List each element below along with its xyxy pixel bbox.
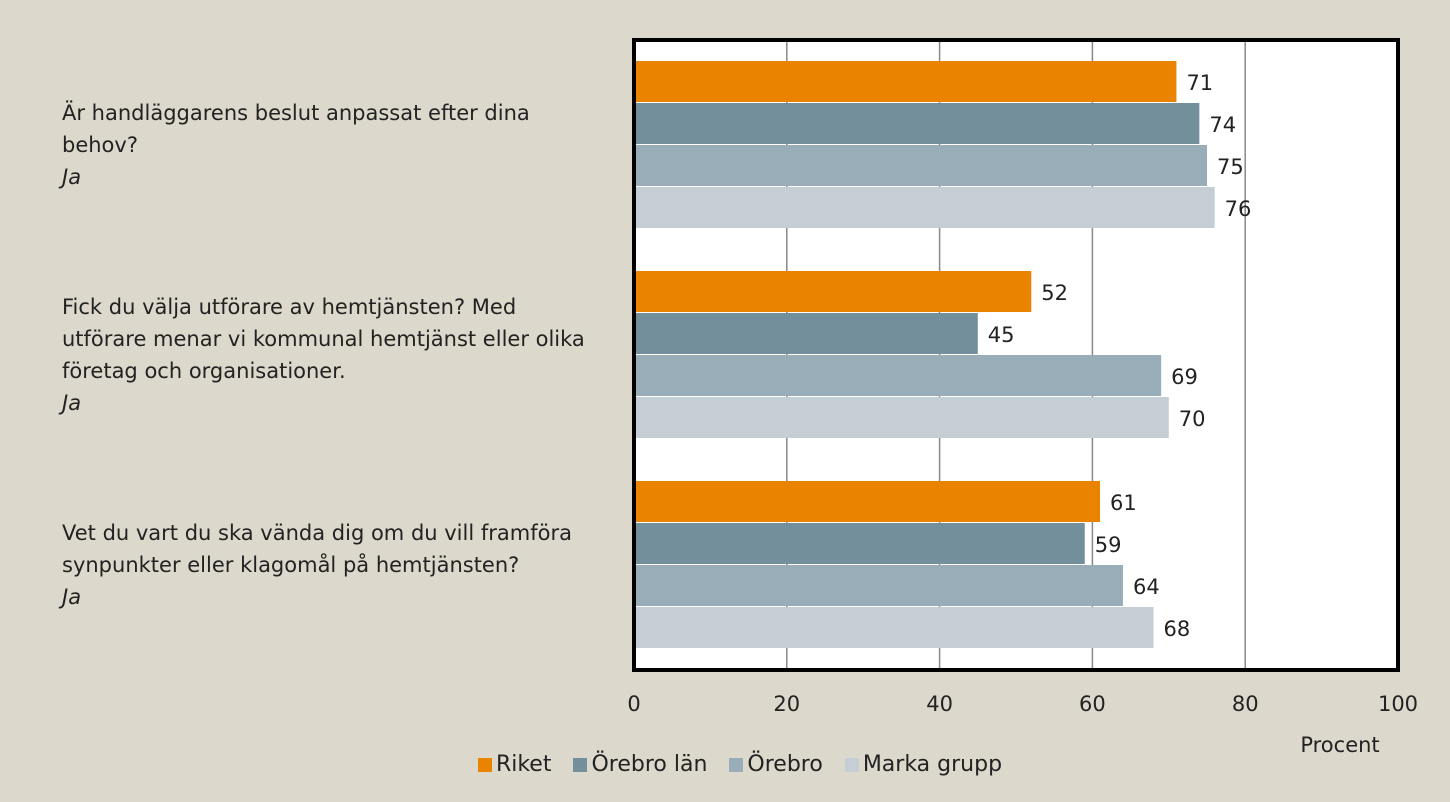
value-label: 59 <box>1095 533 1122 557</box>
bar <box>634 271 1032 312</box>
x-tick-label: 40 <box>926 692 953 716</box>
legend-label: Örebro län <box>591 752 708 777</box>
legend-swatch <box>729 757 744 772</box>
bar <box>634 187 1215 228</box>
category-note: Ja <box>62 585 82 609</box>
category-label: Vet du vart du ska vända dig om du vill … <box>62 460 592 670</box>
legend-label: Marka grupp <box>862 752 1003 777</box>
value-label: 74 <box>1209 113 1236 137</box>
bar <box>634 607 1154 648</box>
value-label: 68 <box>1164 617 1191 641</box>
category-label: Är handläggarens beslut anpassat efter d… <box>62 40 592 250</box>
legend-swatch <box>573 757 588 772</box>
x-axis-label: Procent <box>1300 733 1379 757</box>
legend-item: Marka grupp <box>844 752 1003 777</box>
category-note: Ja <box>62 165 82 189</box>
bar <box>634 481 1101 522</box>
category-text: Vet du vart du ska vända dig om du vill … <box>62 521 572 577</box>
value-label: 45 <box>988 323 1015 347</box>
value-label: 61 <box>1110 491 1137 515</box>
legend-item: Örebro län <box>573 752 707 777</box>
legend: Riket Örebro län Örebro Marka grupp <box>0 752 1450 777</box>
bar <box>634 523 1085 564</box>
bar <box>634 313 978 354</box>
bar <box>634 565 1123 606</box>
bar <box>634 103 1200 144</box>
x-tick-label: 80 <box>1232 692 1259 716</box>
category-label: Fick du välja utförare av hemtjänsten? M… <box>62 250 592 460</box>
value-label: 75 <box>1217 155 1244 179</box>
value-label: 64 <box>1133 575 1160 599</box>
value-label: 71 <box>1186 71 1213 95</box>
category-text: Fick du välja utförare av hemtjänsten? M… <box>62 295 585 383</box>
legend-label: Örebro <box>747 752 823 777</box>
category-note: Ja <box>62 391 82 415</box>
x-tick-label: 20 <box>773 692 800 716</box>
value-label: 69 <box>1171 365 1198 389</box>
x-tick-label: 100 <box>1378 692 1418 716</box>
legend-swatch <box>477 757 492 772</box>
plot-border <box>632 38 1400 672</box>
x-tick-label: 60 <box>1079 692 1106 716</box>
value-label: 52 <box>1041 281 1068 305</box>
legend-item: Örebro <box>729 752 823 777</box>
bar <box>634 355 1162 396</box>
legend-swatch <box>844 757 859 772</box>
bar <box>634 145 1207 186</box>
bar <box>634 397 1169 438</box>
category-text: Är handläggarens beslut anpassat efter d… <box>62 101 530 157</box>
legend-item: Riket <box>477 752 552 777</box>
x-tick-label: 0 <box>627 692 640 716</box>
legend-label: Riket <box>495 752 552 777</box>
value-label: 76 <box>1225 197 1252 221</box>
bar <box>634 61 1177 102</box>
value-label: 70 <box>1179 407 1206 431</box>
